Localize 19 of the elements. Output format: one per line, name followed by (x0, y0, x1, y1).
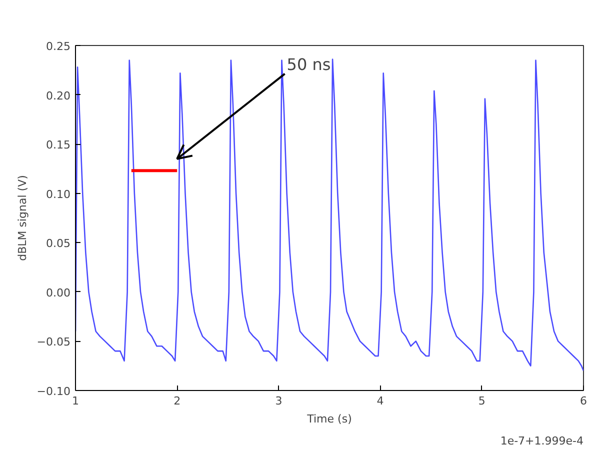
x-tick-label: 5 (478, 394, 486, 408)
x-tick-label: 3 (275, 394, 282, 408)
annotation: 50 ns (286, 54, 331, 74)
y-tick-label: 0.25 (46, 40, 71, 53)
x-axis-title: Time (s) (306, 412, 352, 426)
y-tick-label: 0.05 (46, 237, 71, 250)
y-tick-label: −0.05 (36, 336, 71, 349)
y-tick-label: 0.15 (46, 138, 71, 152)
x-tick-label: 2 (174, 394, 181, 408)
x-tick-label: 1 (72, 394, 79, 408)
y-tick-label: 0.20 (46, 89, 71, 102)
x-tick-label: 6 (580, 394, 587, 408)
line-series (76, 58, 584, 372)
y-tick-label: 0.00 (46, 286, 71, 300)
text: 1e-7+1.999e-4 (500, 434, 584, 448)
y-tick-label: 0.10 (46, 188, 71, 201)
y-axis-title: dBLM signal (V) (16, 175, 29, 261)
x-tick-label: 4 (376, 394, 384, 408)
y-tick-label: −0.10 (36, 385, 71, 398)
